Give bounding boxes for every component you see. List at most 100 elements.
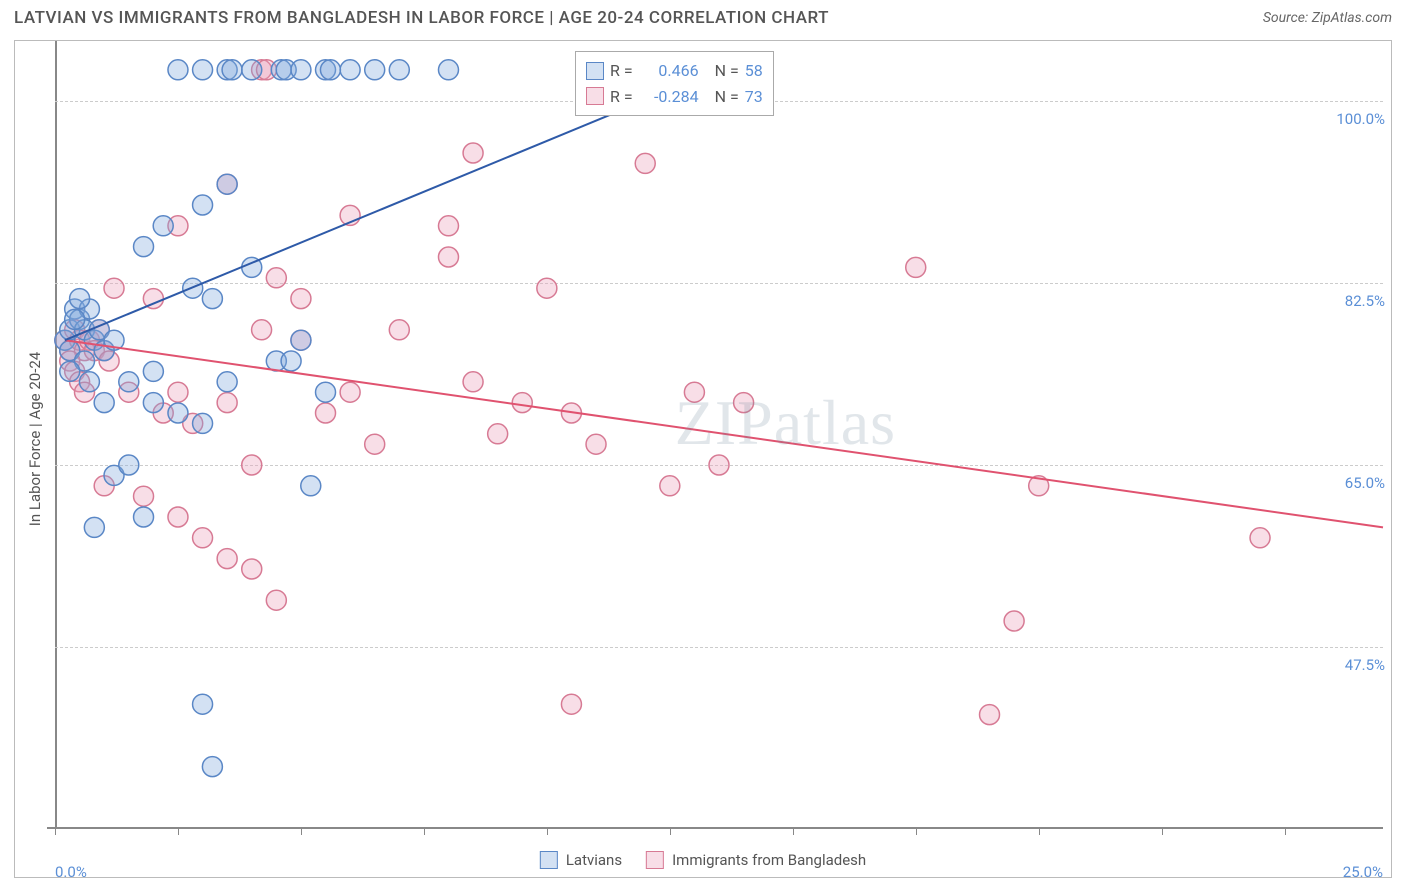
- data-point: [291, 60, 311, 80]
- data-point: [202, 757, 222, 777]
- data-point: [340, 382, 360, 402]
- data-point: [537, 278, 557, 298]
- data-point: [281, 351, 301, 371]
- data-point: [660, 476, 680, 496]
- data-point: [134, 507, 154, 527]
- data-point: [561, 694, 581, 714]
- source-attribution: Source: ZipAtlas.com: [1263, 10, 1392, 26]
- swatch-bangladesh: [586, 87, 604, 105]
- data-point: [168, 403, 188, 423]
- chart-title: LATVIAN VS IMMIGRANTS FROM BANGLADESH IN…: [14, 8, 829, 28]
- data-point: [119, 455, 139, 475]
- n-value-latvians: 58: [745, 58, 763, 84]
- x-start-label: 0.0%: [55, 863, 87, 881]
- data-point: [316, 382, 336, 402]
- data-point: [217, 372, 237, 392]
- legend-item-bangladesh: Immigrants from Bangladesh: [646, 851, 866, 869]
- x-tick-mark: [1285, 829, 1286, 835]
- swatch-latvians: [586, 62, 604, 80]
- y-axis-label: In Labor Force | Age 20-24: [26, 352, 44, 526]
- legend-item-latvians: Latvians: [540, 851, 622, 869]
- x-tick-mark: [424, 829, 425, 835]
- data-point: [488, 424, 508, 444]
- x-tick-mark: [916, 829, 917, 835]
- data-point: [463, 372, 483, 392]
- legend-label-bangladesh: Immigrants from Bangladesh: [672, 851, 866, 869]
- x-tick-mark: [793, 829, 794, 835]
- data-point: [143, 361, 163, 381]
- swatch-bangladesh-bottom: [646, 851, 664, 869]
- data-point: [242, 455, 262, 475]
- data-point: [168, 60, 188, 80]
- r-value-bangladesh: -0.284: [639, 84, 699, 110]
- data-point: [217, 174, 237, 194]
- data-point: [84, 517, 104, 537]
- data-point: [168, 507, 188, 527]
- data-point: [168, 382, 188, 402]
- data-point: [193, 195, 213, 215]
- x-tick-mark: [670, 829, 671, 835]
- data-point: [684, 382, 704, 402]
- x-tick-mark: [55, 829, 56, 835]
- r-prefix: R =: [610, 84, 633, 110]
- data-point: [635, 153, 655, 173]
- data-point: [193, 413, 213, 433]
- data-point: [217, 393, 237, 413]
- data-point: [438, 216, 458, 236]
- data-point: [340, 60, 360, 80]
- data-point: [143, 393, 163, 413]
- data-point: [709, 455, 729, 475]
- data-point: [320, 60, 340, 80]
- r-prefix: R =: [610, 58, 633, 84]
- data-point: [906, 257, 926, 277]
- data-point: [266, 268, 286, 288]
- chart-container: In Labor Force | Age 20-24 47.5%65.0%82.…: [14, 40, 1392, 878]
- data-point: [104, 278, 124, 298]
- data-point: [365, 434, 385, 454]
- data-point: [134, 237, 154, 257]
- x-tick-mark: [301, 829, 302, 835]
- data-point: [1250, 528, 1270, 548]
- data-point: [438, 60, 458, 80]
- n-prefix: N =: [715, 58, 739, 84]
- data-point: [193, 60, 213, 80]
- data-point: [980, 705, 1000, 725]
- data-point: [202, 289, 222, 309]
- legend-row-bangladesh: R = -0.284 N = 73: [586, 84, 763, 110]
- x-tick-mark: [178, 829, 179, 835]
- data-point: [119, 372, 139, 392]
- data-point: [512, 393, 532, 413]
- data-point: [389, 60, 409, 80]
- data-point: [291, 289, 311, 309]
- swatch-latvians-bottom: [540, 851, 558, 869]
- data-point: [217, 549, 237, 569]
- data-point: [438, 247, 458, 267]
- r-value-latvians: 0.466: [639, 58, 699, 84]
- data-point: [463, 143, 483, 163]
- n-prefix: N =: [715, 84, 739, 110]
- data-point: [242, 559, 262, 579]
- correlation-legend: R = 0.466 N = 58 R = -0.284 N = 73: [575, 51, 774, 116]
- trend-line: [65, 340, 1383, 527]
- data-point: [266, 590, 286, 610]
- x-end-label: 25.0%: [1343, 863, 1383, 881]
- x-tick-mark: [547, 829, 548, 835]
- data-point: [134, 486, 154, 506]
- plot-area: In Labor Force | Age 20-24 47.5%65.0%82.…: [55, 49, 1383, 829]
- data-point: [365, 60, 385, 80]
- data-point: [70, 289, 90, 309]
- data-point: [301, 476, 321, 496]
- data-point: [193, 528, 213, 548]
- x-tick-mark: [1162, 829, 1163, 835]
- legend-row-latvians: R = 0.466 N = 58: [586, 58, 763, 84]
- data-point: [65, 309, 85, 329]
- data-point: [60, 361, 80, 381]
- data-point: [586, 434, 606, 454]
- data-point: [1004, 611, 1024, 631]
- data-point: [79, 372, 99, 392]
- data-point: [389, 320, 409, 340]
- legend-label-latvians: Latvians: [566, 851, 622, 869]
- data-point: [94, 393, 114, 413]
- data-point: [291, 330, 311, 350]
- data-point: [252, 320, 272, 340]
